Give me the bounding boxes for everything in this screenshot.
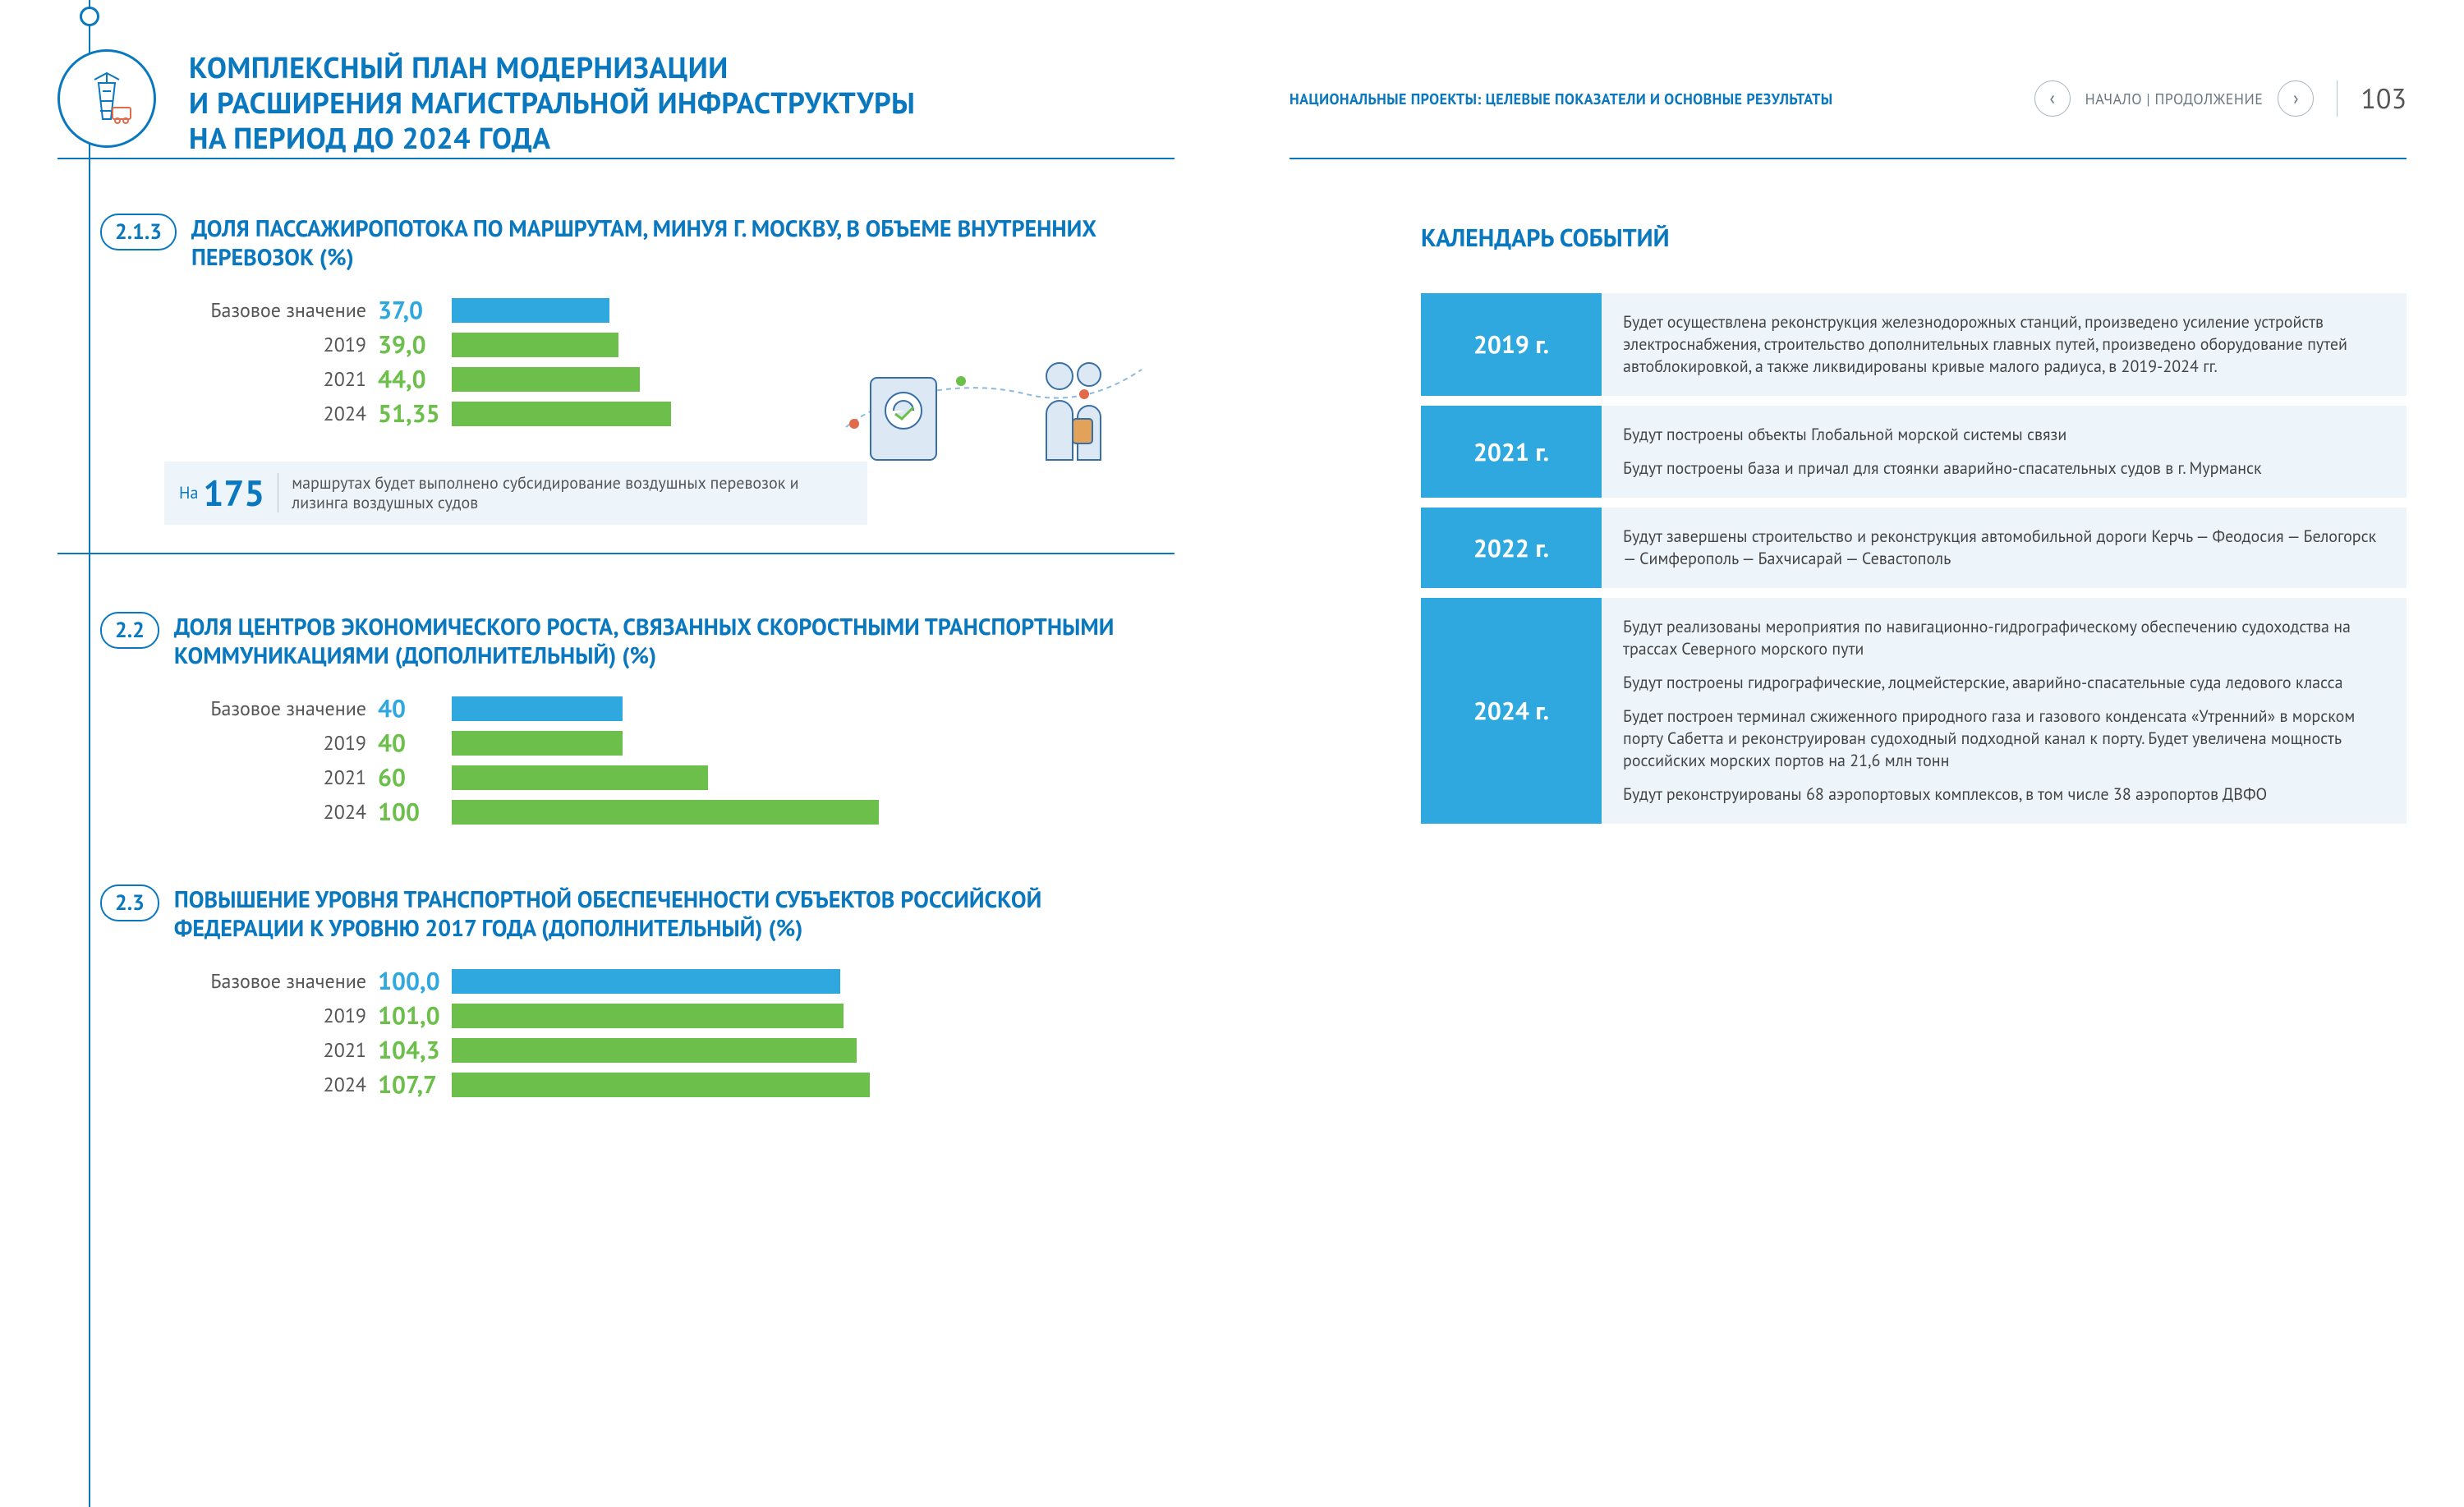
calendar-title: КАЛЕНДАРЬ СОБЫТИЙ [1421, 222, 2407, 254]
page-number: 103 [2337, 80, 2407, 117]
section-number: 2.3 [100, 884, 159, 921]
footnote-tile: На 175 маршрутах будет выполнено субсидир… [164, 462, 867, 525]
footnote-text: маршрутах будет выполнено субсидирование… [278, 473, 853, 512]
timeline-knob [80, 7, 99, 26]
calendar-item: 2021 г. Будут построены объекты Глобально… [1421, 406, 2407, 498]
calendar-item: 2022 г. Будут завершены строительство и р… [1421, 508, 2407, 588]
section-title: ДОЛЯ ПАССАЖИРОПОТОКА ПО МАРШРУТАМ, МИНУЯ… [191, 214, 1175, 271]
page-header: КОМПЛЕКСНЫЙ ПЛАН МОДЕРНИЗАЦИИ И РАСШИРЕН… [57, 49, 1175, 156]
calendar-year: 2024 г. [1421, 598, 1602, 824]
chart-row-value: 107,7 [378, 1068, 452, 1100]
header-rule [57, 158, 1175, 159]
chart-bar [452, 1038, 857, 1063]
infrastructure-icon [57, 49, 156, 148]
timeline-spine [89, 0, 90, 1507]
chart-row-value: 51,35 [378, 397, 452, 430]
chart-row-label: Базовое значение [164, 696, 378, 721]
calendar-year: 2022 г. [1421, 508, 1602, 588]
chart-row-value: 104,3 [378, 1034, 452, 1066]
chart-row-value: 100 [378, 796, 452, 828]
chart-row-label: 2021 [164, 1037, 378, 1063]
chart-row: Базовое значение40 [164, 694, 1175, 724]
calendar-paragraph: Будут реконструированы 68 аэропортовых к… [1623, 783, 2385, 806]
chart-row: Базовое значение37,0 [164, 296, 1175, 325]
right-header: НАЦИОНАЛЬНЫЕ ПРОЕКТЫ: ЦЕЛЕВЫЕ ПОКАЗАТЕЛИ… [1289, 49, 2407, 148]
calendar-year: 2019 г. [1421, 293, 1602, 396]
chart-row-label: Базовое значение [164, 297, 378, 323]
chart-bar [452, 1004, 844, 1028]
chart-row-value: 100,0 [378, 965, 452, 997]
calendar-paragraph: Будет осуществлена реконструкция железно… [1623, 311, 2385, 378]
calendar-list: 2019 г. Будет осуществлена реконструкция … [1289, 293, 2407, 824]
calendar-item: 2024 г. Будут реализованы мероприятия по … [1421, 598, 2407, 824]
chart-row-value: 60 [378, 761, 452, 793]
chart-row: 2019101,0 [164, 1001, 1175, 1031]
chart-row: 202160 [164, 763, 1175, 793]
route-illustration [838, 329, 1150, 476]
chart-row: 201940 [164, 728, 1175, 758]
chart-bar [452, 731, 623, 756]
calendar-paragraph: Будут реализованы мероприятия по навигац… [1623, 616, 2385, 660]
chart-row: Базовое значение100,0 [164, 967, 1175, 996]
section-title: ПОВЫШЕНИЕ УРОВНЯ ТРАНСПОРТНОЙ ОБЕСПЕЧЕНН… [174, 884, 1175, 942]
calendar-paragraph: Будут построены объекты Глобальной морск… [1623, 424, 2385, 446]
calendar-paragraph: Будут завершены строительство и реконстр… [1623, 526, 2385, 570]
chart-row-label: 2019 [164, 1003, 378, 1028]
chart-row-value: 101,0 [378, 999, 452, 1031]
chart-row-label: 2019 [164, 730, 378, 756]
calendar-item: 2019 г. Будет осуществлена реконструкция … [1421, 293, 2407, 396]
chart-bar [452, 402, 671, 426]
calendar-paragraph: Будут построены гидрографические, лоцмей… [1623, 672, 2385, 694]
left-page: КОМПЛЕКСНЫЙ ПЛАН МОДЕРНИЗАЦИИ И РАСШИРЕН… [0, 0, 1232, 1507]
calendar-paragraph: Будут построены база и причал для стоянк… [1623, 457, 2385, 480]
chart-row-label: Базовое значение [164, 968, 378, 994]
chart-row-value: 39,0 [378, 329, 452, 361]
section: 2.3 ПОВЫШЕНИЕ УРОВНЯ ТРАНСПОРТНОЙ ОБЕСПЕЧ… [57, 884, 1175, 1100]
calendar-body: Будут реализованы мероприятия по навигац… [1602, 598, 2407, 824]
section-title: ДОЛЯ ЦЕНТРОВ ЭКОНОМИЧЕСКОГО РОСТА, СВЯЗА… [174, 612, 1175, 669]
chart-row-label: 2024 [164, 1072, 378, 1097]
chart-bar [452, 696, 623, 721]
chart-bar [452, 298, 609, 323]
chart-row-value: 40 [378, 692, 452, 724]
chart-bar [452, 800, 879, 825]
nav-next-button[interactable]: › [2278, 80, 2314, 117]
chart-row-value: 44,0 [378, 363, 452, 395]
calendar-year: 2021 г. [1421, 406, 1602, 498]
chart-bar [452, 969, 840, 994]
chart-row: 2024107,7 [164, 1070, 1175, 1100]
chart-row-value: 37,0 [378, 294, 452, 326]
chart-row: 2024100 [164, 797, 1175, 827]
calendar-body: Будет осуществлена реконструкция железно… [1602, 293, 2407, 396]
chart-bar [452, 367, 640, 392]
header-rule [1289, 158, 2407, 159]
bar-chart: Базовое значение100,02019101,02021104,32… [57, 967, 1175, 1100]
section-number: 2.1.3 [100, 214, 177, 250]
calendar-body: Будут завершены строительство и реконстр… [1602, 508, 2407, 588]
section-rule [57, 553, 1175, 554]
right-page: НАЦИОНАЛЬНЫЕ ПРОЕКТЫ: ЦЕЛЕВЫЕ ПОКАЗАТЕЛИ… [1232, 0, 2464, 1507]
nav-label: НАЧАЛО | ПРОДОЛЖЕНИЕ [2085, 90, 2264, 108]
chart-row-label: 2024 [164, 799, 378, 825]
calendar-paragraph: Будет построен терминал сжиженного приро… [1623, 705, 2385, 772]
chart-row-label: 2021 [164, 765, 378, 790]
calendar-body: Будут построены объекты Глобальной морск… [1602, 406, 2407, 498]
chart-row-value: 40 [378, 727, 452, 759]
nav-prev-button[interactable]: ‹ [2034, 80, 2071, 117]
section-number: 2.2 [100, 612, 159, 649]
footnote-highlight: На 175 [179, 470, 264, 517]
chart-bar [452, 333, 618, 357]
chart-bar [452, 1073, 870, 1097]
chart-row-label: 2024 [164, 401, 378, 426]
page-title: КОМПЛЕКСНЫЙ ПЛАН МОДЕРНИЗАЦИИ И РАСШИРЕН… [189, 49, 915, 156]
chart-row-label: 2021 [164, 366, 378, 392]
page-nav: ‹ НАЧАЛО | ПРОДОЛЖЕНИЕ › 103 [2034, 80, 2407, 117]
header-subtitle: НАЦИОНАЛЬНЫЕ ПРОЕКТЫ: ЦЕЛЕВЫЕ ПОКАЗАТЕЛИ… [1289, 90, 1833, 108]
chart-row-label: 2019 [164, 332, 378, 357]
chart-bar [452, 765, 708, 790]
section: 2.2 ДОЛЯ ЦЕНТРОВ ЭКОНОМИЧЕСКОГО РОСТА, СВ… [57, 612, 1175, 827]
bar-chart: Базовое значение402019402021602024100 [57, 694, 1175, 827]
chart-row: 2021104,3 [164, 1036, 1175, 1065]
